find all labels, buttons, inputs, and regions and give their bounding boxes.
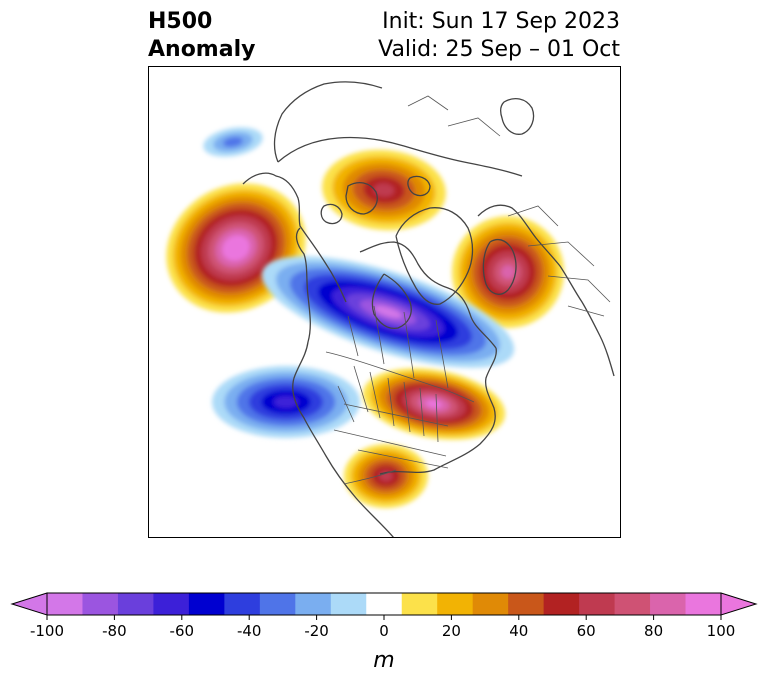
colorbar-cell xyxy=(472,593,509,615)
anomaly-center xyxy=(362,368,506,440)
colorbar-tick-label: 60 xyxy=(577,622,596,640)
colorbar-tick-label: -40 xyxy=(237,622,262,640)
coast-hudson-bay xyxy=(371,273,412,330)
border-mexico xyxy=(343,469,397,485)
anomaly-center xyxy=(261,256,515,368)
map-frame xyxy=(148,66,621,538)
colorbar-cell xyxy=(614,593,651,615)
title-variable: H500 xyxy=(148,9,213,34)
colorbar-cell xyxy=(82,593,119,615)
coast-siberia xyxy=(277,136,523,177)
contour-band xyxy=(501,265,515,279)
contour-band xyxy=(373,183,395,197)
chart-title: H500 Anomaly xyxy=(148,8,255,64)
anomaly-map xyxy=(148,66,621,538)
colorbar-cell xyxy=(295,593,332,615)
colorbar-cells xyxy=(10,592,758,616)
colorbar-cell xyxy=(437,593,474,615)
colorbar-tick-label: 80 xyxy=(644,622,663,640)
colorbar-tick-label: 0 xyxy=(379,622,389,640)
colorbar-extend-min xyxy=(10,592,48,616)
colorbar-cell xyxy=(153,593,190,615)
colorbar-cell xyxy=(47,593,83,615)
colorbar-tick-label: -100 xyxy=(30,622,64,640)
colorbar-cell xyxy=(117,593,154,615)
colorbar-cell xyxy=(366,593,403,615)
border-eurasia xyxy=(407,95,611,317)
colorbar-tick-label: -60 xyxy=(170,622,195,640)
colorbar-cell xyxy=(508,593,545,615)
contour-band xyxy=(373,305,403,319)
coast-arctic-islands xyxy=(320,175,431,225)
colorbar-cell xyxy=(685,593,722,615)
colorbar-cell xyxy=(650,593,687,615)
colorbar-tick-label: -20 xyxy=(304,622,329,640)
contour-band xyxy=(273,396,299,408)
colorbar-ticks: -100 -80 -60 -40 -20 0 20 40 60 80 100 xyxy=(30,615,735,640)
coast-scandinavia xyxy=(482,239,517,295)
coast-europe xyxy=(477,204,615,377)
colorbar-cell xyxy=(259,593,296,615)
contour-band xyxy=(223,137,243,147)
colorbar-tick-label: 20 xyxy=(442,622,461,640)
colorbar-tick-label: 100 xyxy=(707,622,736,640)
anomaly-contours xyxy=(166,127,564,508)
colorbar-cell xyxy=(579,593,616,615)
anomaly-center xyxy=(322,149,446,231)
colorbar-cell xyxy=(543,593,580,615)
coast-japan xyxy=(500,97,535,135)
init-date: Init: Sun 17 Sep 2023 xyxy=(382,9,620,34)
colorbar-cell xyxy=(401,593,438,615)
anomaly-center xyxy=(203,127,263,157)
colorbar-extend-max xyxy=(720,592,758,616)
colorbar-cell xyxy=(188,593,225,615)
coastlines xyxy=(242,81,615,538)
colorbar-cell xyxy=(330,593,367,615)
contour-band xyxy=(426,400,442,408)
colorbar-cell xyxy=(224,593,261,615)
border-us-canada xyxy=(325,351,475,403)
anomaly-center xyxy=(212,366,360,438)
colorbar-tick-label: -80 xyxy=(102,622,127,640)
coast-alaska xyxy=(242,172,347,303)
coast-greenland xyxy=(395,207,474,305)
coast-labrador xyxy=(359,241,497,349)
coast-gulf-east xyxy=(379,347,497,475)
chart-dates: Init: Sun 17 Sep 2023 Valid: 25 Sep – 01… xyxy=(378,8,620,64)
colorbar-unit: m xyxy=(373,648,394,673)
contour-band xyxy=(229,241,243,255)
border-canada-provinces xyxy=(347,305,449,389)
colorbar-tick-label: 40 xyxy=(509,622,528,640)
valid-date: Valid: 25 Sep – 01 Oct xyxy=(378,37,620,62)
title-kind: Anomaly xyxy=(148,37,256,62)
coast-asia-east xyxy=(273,81,383,163)
colorbar: -100 -80 -60 -40 -20 0 20 40 60 80 100 m xyxy=(10,592,758,673)
anomaly-center xyxy=(452,216,564,328)
political-borders xyxy=(325,95,611,485)
coast-pacific-nw xyxy=(292,227,395,538)
border-us-states xyxy=(333,365,449,469)
